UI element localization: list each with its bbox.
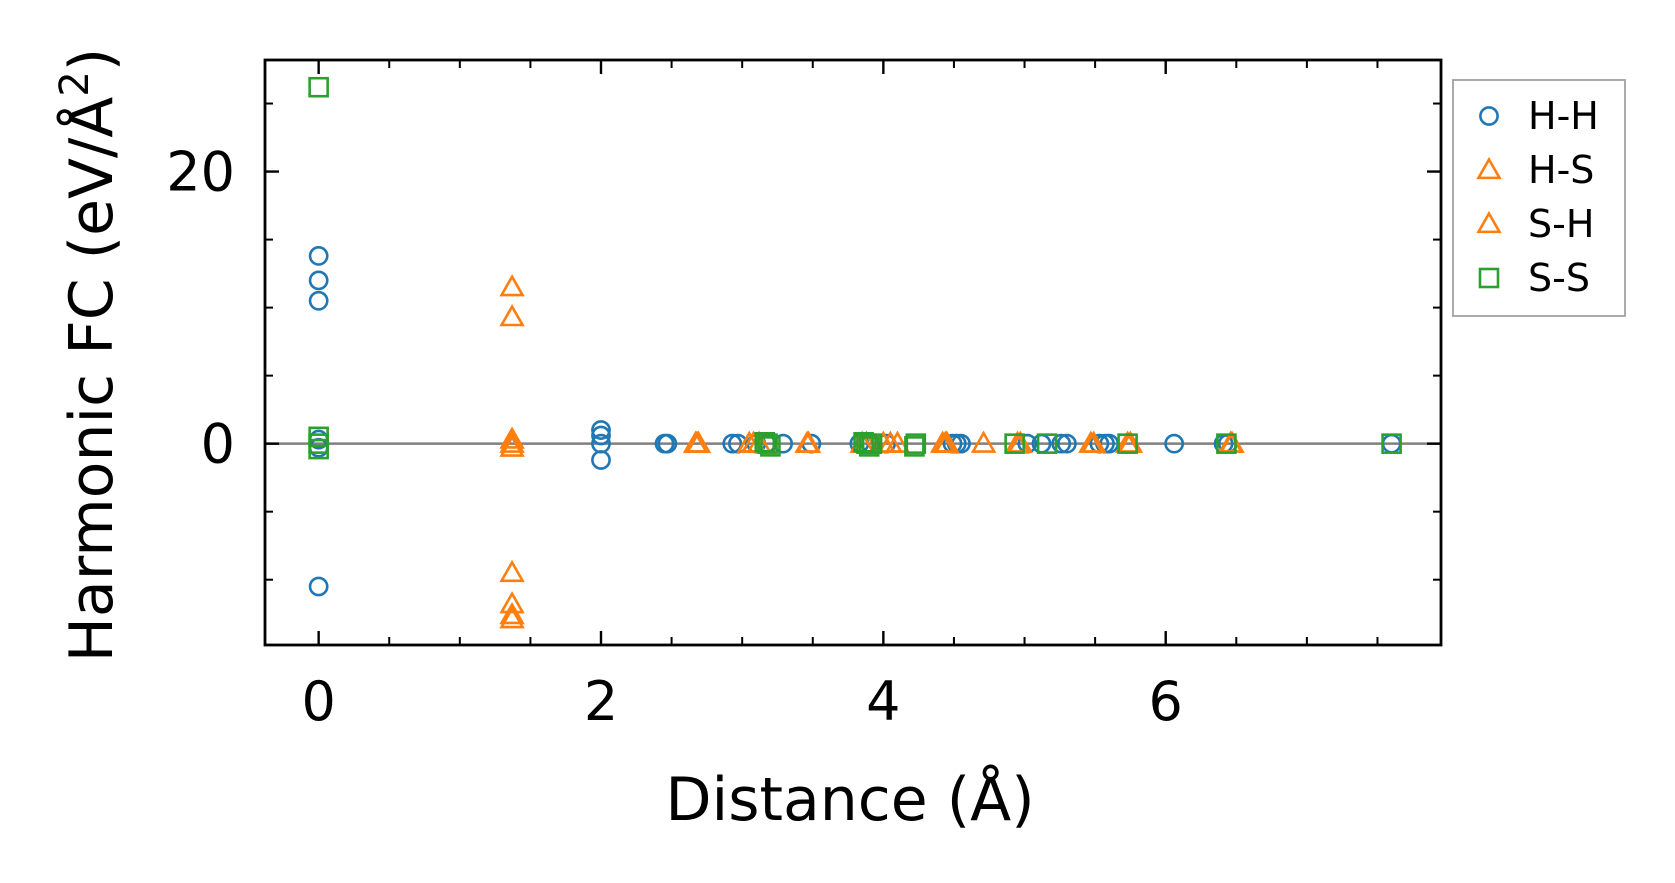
data-point xyxy=(757,433,778,454)
data-point xyxy=(591,425,611,446)
data-point xyxy=(308,246,329,266)
data-point xyxy=(905,433,927,454)
data-point xyxy=(795,430,822,453)
y-tick-label: 20 xyxy=(166,141,235,204)
data-point xyxy=(308,576,329,597)
x-tick-label: 2 xyxy=(584,670,618,733)
data-point xyxy=(308,270,329,291)
data-point xyxy=(1216,433,1237,454)
data-point xyxy=(499,601,525,625)
x-tick-label: 0 xyxy=(301,670,335,733)
y-axis-label: Harmonic FC (eV/Å2) xyxy=(52,48,127,662)
data-point xyxy=(877,430,904,453)
series-s-s xyxy=(308,76,1402,460)
data-point xyxy=(760,436,781,457)
data-point xyxy=(970,430,997,453)
data-point xyxy=(499,559,525,583)
data-point xyxy=(1381,433,1402,454)
y-axis-label-superscript: 2 xyxy=(52,71,98,96)
data-point xyxy=(1036,433,1058,454)
legend-marker-h-h xyxy=(1479,106,1499,126)
data-point xyxy=(858,436,880,457)
legend-label-s-h: S-H xyxy=(1528,202,1594,246)
x-axis-label: Distance (Å) xyxy=(665,764,1034,835)
data-point xyxy=(684,430,710,453)
series-s-h xyxy=(499,430,1244,453)
legend-label-h-h: H-H xyxy=(1528,94,1599,138)
data-point xyxy=(1164,433,1185,454)
data-point xyxy=(591,450,611,470)
data-point xyxy=(1056,433,1077,454)
legend: H-H H-S S-H S-S xyxy=(1452,79,1626,317)
data-point xyxy=(1004,433,1025,454)
plot-frame xyxy=(263,58,1443,647)
x-tick-label: 6 xyxy=(1149,670,1183,733)
axes-layer xyxy=(263,58,1443,647)
legend-marker-h-s xyxy=(1476,156,1502,180)
data-point xyxy=(499,426,525,449)
data-point xyxy=(1051,433,1072,454)
data-point xyxy=(499,430,525,453)
data-point xyxy=(308,290,329,311)
data-point xyxy=(499,434,525,457)
data-point xyxy=(1117,433,1138,454)
y-tick-label: 0 xyxy=(201,413,235,476)
ticks-layer: 0 2 4 6 0 20 xyxy=(166,60,1441,733)
data-point xyxy=(499,274,525,297)
legend-marker-s-h xyxy=(1476,210,1502,234)
data-point xyxy=(499,591,525,614)
data-points-layer xyxy=(308,76,1402,629)
data-point xyxy=(722,433,743,454)
data-point xyxy=(499,606,525,629)
data-point xyxy=(861,433,883,454)
data-point xyxy=(754,431,776,453)
legend-label-h-s: H-S xyxy=(1528,148,1594,192)
legend-marker-s-s xyxy=(1478,267,1500,289)
y-axis-label-base: Harmonic FC (eV/Å xyxy=(56,97,127,663)
data-point xyxy=(657,433,678,454)
data-point xyxy=(904,436,925,457)
data-point xyxy=(499,304,525,327)
x-tick-label: 4 xyxy=(866,670,900,733)
data-point xyxy=(1080,430,1107,453)
data-point xyxy=(308,76,329,98)
data-point xyxy=(932,430,959,453)
legend-label-s-s: S-S xyxy=(1528,256,1590,300)
data-point xyxy=(591,420,611,440)
data-point xyxy=(308,438,329,460)
y-axis-label-close: ) xyxy=(57,48,127,71)
